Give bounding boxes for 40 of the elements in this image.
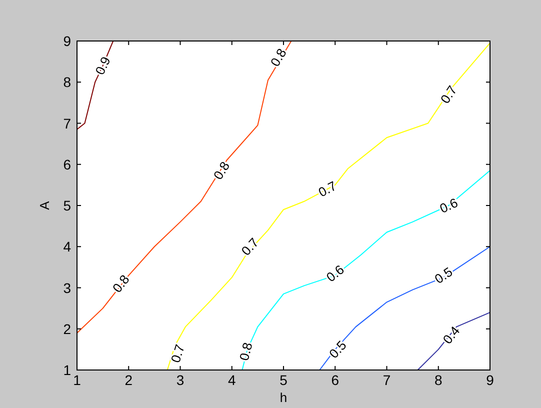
x-tick-label: 8 <box>434 372 442 388</box>
annotation: 0.7 <box>238 234 262 258</box>
annotation: 0.5 <box>432 264 456 287</box>
x-tick-label: 2 <box>124 372 133 388</box>
y-tick-label: 4 <box>63 238 72 255</box>
annotation: 0.8 <box>109 272 132 296</box>
line-series <box>166 42 490 370</box>
annotation: 0.8 <box>267 46 290 70</box>
annotation: 0.5 <box>326 338 350 362</box>
y-tick-label: 8 <box>63 74 72 90</box>
line-series <box>417 312 490 370</box>
x-axis-title: h <box>280 390 288 405</box>
x-tick-label: 3 <box>176 372 184 388</box>
y-tick-label: 9 <box>63 33 72 49</box>
annotation: 0.8 <box>210 158 233 182</box>
line-series <box>76 40 292 334</box>
y-tick-label: 1 <box>63 362 72 378</box>
y-tick-label: 5 <box>63 198 72 214</box>
x-tick-label: 1 <box>73 372 82 388</box>
y-tick-label: 2 <box>63 320 72 337</box>
line-series <box>76 40 114 130</box>
y-tick-label: 7 <box>63 115 72 132</box>
x-tick-label: 4 <box>228 372 236 388</box>
annotation: 0.6 <box>323 262 347 285</box>
annotation: 0.4 <box>440 323 463 347</box>
x-tick-label: 5 <box>280 372 288 388</box>
y-axis-title: A <box>37 200 52 210</box>
y-tick-label: 3 <box>63 280 72 296</box>
annotation: 0.8 <box>236 340 256 362</box>
x-tick-label: 6 <box>331 372 340 388</box>
annotation: 0.7 <box>437 82 460 106</box>
annotation: 0.6 <box>437 194 460 216</box>
annotation: 0.7 <box>168 342 188 364</box>
line-series <box>242 170 490 370</box>
annotation: 0.9 <box>92 54 114 78</box>
annotation: 0.7 <box>316 178 339 200</box>
x-tick-label: 7 <box>382 372 391 388</box>
x-tick-label: 9 <box>486 372 494 388</box>
line-series <box>319 246 490 370</box>
y-tick-label: 6 <box>63 156 72 172</box>
